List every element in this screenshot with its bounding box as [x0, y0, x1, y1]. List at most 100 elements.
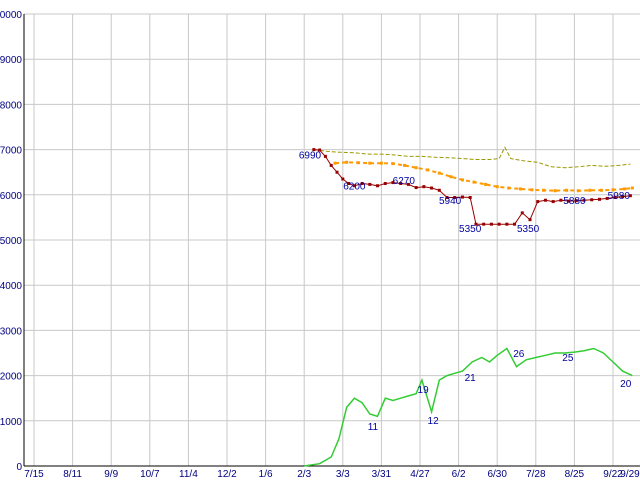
series-marker-lowest-price [605, 196, 609, 200]
data-label: 26 [513, 349, 525, 360]
y-tick-label: 8000 [0, 100, 22, 111]
x-tick-label: 2/3 [297, 469, 311, 480]
series-marker-average-price [530, 188, 534, 192]
data-label: 20 [620, 379, 632, 390]
y-tick-label: 10000 [0, 10, 22, 21]
series-marker-lowest-price [376, 184, 380, 188]
series-line-average-price [335, 161, 633, 192]
series-marker-average-price [391, 162, 395, 166]
series-marker-lowest-price [597, 197, 601, 201]
y-tick-label: 0 [16, 462, 22, 473]
y-axis-labels: 0 1000 2000 3000 4000 5000 6000 7000 8000 9000 100… [0, 10, 22, 473]
series-marker-lowest-price [559, 198, 563, 202]
x-tick-label: 4/27 [410, 469, 430, 480]
series-marker-lowest-price [318, 148, 322, 152]
series-marker-lowest-price [590, 198, 594, 202]
data-label: 6990 [299, 150, 322, 161]
x-tick-label: 6/30 [487, 469, 507, 480]
series-marker-average-price [599, 188, 603, 192]
series-marker-lowest-price [482, 222, 486, 226]
y-tick-label: 9000 [0, 55, 22, 66]
series-marker-lowest-price [574, 199, 578, 203]
x-tick-label: 9/9 [104, 469, 118, 480]
series-marker-lowest-price [505, 222, 509, 226]
series-marker-average-price [565, 188, 569, 192]
series-marker-lowest-price [391, 181, 395, 185]
series-marker-lowest-price [437, 188, 441, 192]
data-label: 5350 [459, 224, 482, 235]
series-listings-count-x100 [304, 347, 633, 467]
y-tick-label: 6000 [0, 191, 22, 202]
series-marker-lowest-price [383, 182, 387, 185]
series-marker-average-price [437, 171, 441, 175]
series-marker-average-price [576, 189, 580, 193]
series-marker-average-price [379, 161, 383, 165]
series-marker-average-price [630, 186, 634, 190]
series-line-listings-count-x100 [304, 347, 633, 467]
series-marker-lowest-price [621, 195, 625, 199]
data-label: 6270 [393, 176, 416, 187]
series-marker-average-price [484, 182, 488, 186]
data-label: 5880 [563, 196, 586, 207]
data-label: 25 [562, 353, 574, 364]
series-marker-lowest-price [460, 195, 464, 199]
data-label: 5980 [608, 191, 631, 202]
series-marker-average-price [333, 161, 337, 165]
y-tick-label: 3000 [0, 326, 22, 337]
series-marker-lowest-price [312, 148, 316, 152]
y-tick-label: 5000 [0, 236, 22, 247]
series-marker-average-price [403, 163, 407, 167]
x-tick-label: 3/31 [372, 469, 392, 480]
series-lowest-price [312, 148, 632, 226]
series-marker-average-price [414, 166, 418, 170]
series-marker-lowest-price [513, 222, 517, 226]
data-label: 5350 [517, 224, 540, 235]
data-label: 11 [368, 422, 379, 433]
x-tick-label: 7/15 [24, 469, 44, 480]
x-tick-label: 11/4 [179, 469, 198, 480]
y-tick-label: 2000 [0, 372, 22, 383]
series-marker-lowest-price [543, 198, 547, 202]
series-marker-lowest-price [474, 222, 478, 226]
series-marker-average-price [495, 185, 499, 189]
series-high-price [313, 146, 631, 169]
y-tick-label: 1000 [0, 417, 22, 428]
series-marker-lowest-price [430, 186, 434, 190]
data-label: 19 [418, 385, 430, 396]
series-marker-lowest-price [628, 194, 632, 198]
series-marker-average-price [507, 186, 511, 190]
series-average-price [333, 160, 634, 193]
horizontal-gridlines [24, 13, 640, 467]
series-marker-lowest-price [567, 199, 571, 203]
series-marker-lowest-price [422, 185, 426, 189]
x-axis-labels: 7/15 8/11 9/9 10/7 11/4 12/2 1/6 2/3 3/3 3/31 4/27… [24, 469, 640, 480]
series-marker-lowest-price [368, 182, 372, 186]
series-marker-lowest-price [414, 186, 418, 190]
series-marker-lowest-price [347, 182, 351, 185]
y-tick-label: 7000 [0, 146, 22, 157]
series-marker-lowest-price [520, 211, 524, 215]
data-label: 5940 [439, 196, 462, 207]
series-marker-lowest-price [528, 218, 532, 222]
x-tick-label-extra: 9/29 [620, 469, 640, 480]
series-marker-lowest-price [399, 182, 403, 185]
x-tick-label: 8/11 [63, 469, 82, 480]
series-marker-average-price [345, 160, 349, 164]
series-marker-lowest-price [323, 154, 327, 158]
series-line-high-price [313, 146, 631, 169]
series-marker-lowest-price [335, 170, 339, 174]
series-marker-average-price [542, 188, 546, 192]
series-marker-lowest-price [453, 196, 457, 200]
axes [23, 14, 640, 467]
series-marker-lowest-price [352, 184, 356, 188]
series-marker-lowest-price [341, 177, 345, 181]
x-tick-label: 3/3 [336, 469, 350, 480]
series-marker-lowest-price [329, 163, 333, 167]
series-marker-lowest-price [360, 182, 364, 185]
series-marker-average-price [449, 175, 453, 179]
series-marker-average-price [588, 188, 592, 192]
series-marker-lowest-price [582, 198, 586, 202]
y-tick-label: 4000 [0, 281, 22, 292]
